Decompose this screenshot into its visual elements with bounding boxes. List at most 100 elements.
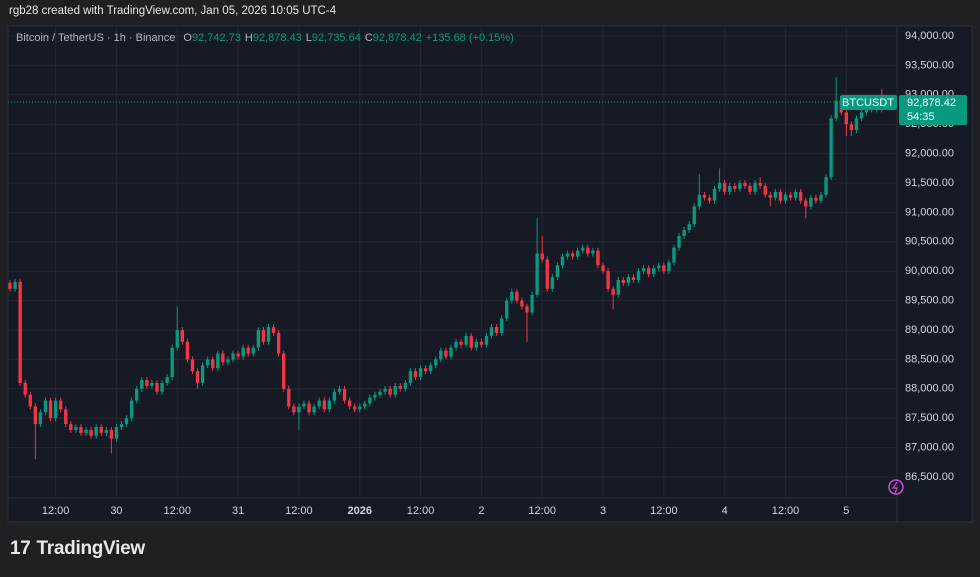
candle-body — [368, 397, 372, 404]
y-tick-label: 93,500.00 — [905, 59, 954, 71]
candle-body — [145, 379, 149, 386]
candle-body — [119, 424, 124, 428]
y-tick-label: 86,500.00 — [905, 471, 954, 483]
candle-body — [576, 250, 580, 257]
candle-body — [768, 194, 772, 198]
candle-body — [697, 194, 701, 207]
ohlc-value: 92,735.64 — [312, 32, 361, 44]
candle-body — [510, 291, 514, 301]
y-tick-label: 91,500.00 — [905, 177, 954, 189]
alert-icon[interactable] — [888, 479, 904, 495]
ohlc-key: H — [245, 32, 253, 44]
candle-body — [129, 400, 134, 419]
x-tick-label: 31 — [232, 505, 244, 517]
ohlc-value: 92,878.43 — [253, 32, 302, 44]
candle-body — [64, 409, 68, 425]
candle-body — [773, 191, 778, 198]
candle-body — [33, 406, 38, 425]
candle-body — [469, 335, 473, 348]
candle-body — [631, 277, 636, 281]
x-tick-label: 12:00 — [285, 505, 313, 517]
candle-body — [94, 427, 98, 436]
candle-body — [165, 377, 169, 383]
ohlc-key: L — [306, 32, 312, 44]
y-tick-label: 88,500.00 — [905, 353, 954, 365]
candle-body — [413, 371, 418, 378]
candle-body — [540, 253, 544, 260]
candle-body — [479, 341, 484, 345]
title-text: Bitcoin / TetherUS · 1h · Binance — [16, 32, 175, 44]
candle-body — [591, 250, 595, 254]
candle-body — [753, 183, 757, 192]
candle-body — [266, 327, 271, 342]
candle-body — [43, 400, 48, 413]
candle-body — [565, 253, 570, 257]
countdown-label: 54:35 — [907, 111, 935, 123]
x-tick-label: 12:00 — [407, 505, 435, 517]
candle-body — [570, 253, 575, 257]
candle-body — [312, 406, 316, 413]
y-tick-label: 89,000.00 — [905, 324, 954, 336]
y-tick-label: 90,000.00 — [905, 265, 954, 277]
candle-body — [439, 350, 443, 360]
candle-body — [373, 394, 377, 398]
candle-body — [408, 371, 413, 383]
candle-body — [282, 353, 286, 389]
y-tick-label: 87,500.00 — [905, 412, 954, 424]
candle-body — [383, 388, 387, 392]
y-tick-label: 92,000.00 — [905, 148, 954, 160]
price-tag — [899, 94, 967, 125]
candle-body — [216, 353, 220, 369]
candle-body — [241, 347, 245, 357]
symbol-label: BTCUSDT — [842, 97, 894, 109]
candle-body — [423, 368, 428, 372]
x-tick-label: 12:00 — [650, 505, 678, 517]
candle-body — [170, 347, 174, 378]
candle-body — [687, 224, 691, 231]
candle-body — [555, 265, 560, 278]
candle-body — [135, 388, 139, 401]
candle-body — [403, 382, 408, 389]
candle-body — [459, 341, 463, 345]
candle-body — [292, 406, 296, 413]
candle-body — [99, 427, 103, 433]
candle-body — [474, 341, 478, 348]
y-tick-label: 90,500.00 — [905, 236, 954, 248]
candle-body — [317, 400, 321, 407]
candle-body — [717, 183, 722, 189]
candle-body — [236, 353, 240, 357]
candle-body — [672, 247, 676, 263]
candle-body — [175, 330, 179, 348]
y-tick-label: 88,000.00 — [905, 383, 954, 395]
candle-body — [692, 206, 696, 225]
candle-body — [525, 306, 529, 313]
candle-body — [140, 379, 144, 389]
candle-body — [84, 429, 88, 433]
candle-body — [652, 268, 656, 275]
candle-body — [429, 365, 433, 372]
candle-body — [221, 353, 225, 363]
candle-body — [707, 197, 712, 201]
candle-body — [712, 188, 717, 201]
candle-body — [515, 291, 519, 301]
candle-body — [662, 265, 666, 272]
candle-body — [393, 385, 397, 395]
symbol-tag — [840, 94, 897, 110]
candle-body — [287, 388, 291, 407]
x-tick-label: 3 — [600, 505, 606, 517]
candle-body — [809, 197, 813, 207]
candle-body — [271, 327, 276, 333]
candle-body — [702, 194, 707, 198]
candle-body — [793, 191, 798, 198]
y-tick-label: 89,500.00 — [905, 295, 954, 307]
candle-body — [378, 391, 382, 395]
candle-body — [150, 382, 154, 386]
x-tick-label: 30 — [110, 505, 122, 517]
candle-body — [677, 235, 681, 248]
price-label: 92,878.42 — [907, 97, 956, 109]
x-tick-label: 12:00 — [772, 505, 800, 517]
candle-body — [722, 183, 727, 192]
candle-body — [13, 281, 17, 289]
candle-body — [738, 183, 742, 189]
